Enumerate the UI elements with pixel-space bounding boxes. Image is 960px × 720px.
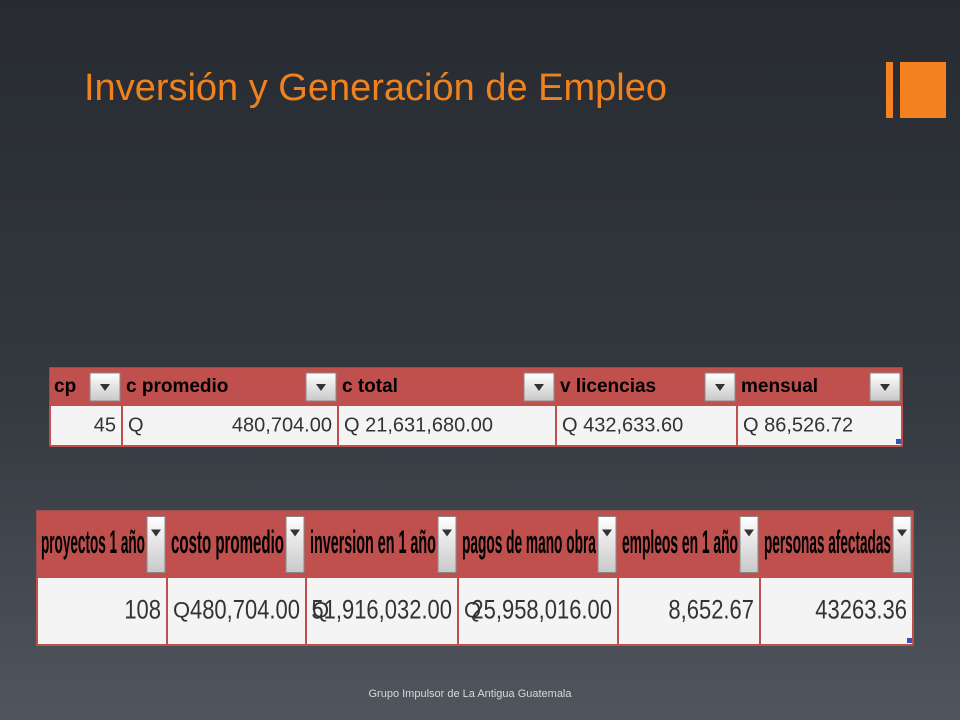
column-header: proyectos 1 año — [41, 524, 145, 561]
cell-value: 51,916,032.00 — [311, 596, 452, 625]
filter-button — [437, 516, 457, 573]
column-header: c promedio — [126, 376, 228, 397]
accent-block — [900, 62, 946, 118]
tables: cp c promedio c total v licencias mensual 45 Q… — [36, 367, 914, 646]
filter-button — [285, 516, 305, 573]
cell-value: 480,704.00 — [232, 414, 332, 436]
column-header: costo promedio — [171, 525, 284, 561]
filter-button — [305, 372, 337, 402]
cell-value: Q 86,526.72 — [743, 414, 853, 436]
column-header: c total — [342, 376, 398, 397]
cell-value: 45 — [94, 414, 116, 436]
column-header: mensual — [741, 376, 818, 397]
resize-handle — [907, 638, 912, 643]
filter-arrow — [897, 529, 907, 537]
currency-symbol: Q — [173, 597, 190, 622]
footer: Grupo Impulsor de La Antigua Guatemala — [368, 688, 572, 700]
accent-bar — [886, 62, 893, 118]
cell-value: 8,652.67 — [668, 596, 754, 625]
cell-value: 480,704.00 — [190, 596, 300, 625]
header-row — [37, 511, 913, 578]
filter-arrow — [534, 384, 544, 391]
table: proyectos 1 año costo promedio inversion e… — [36, 510, 914, 646]
filter-arrow — [715, 384, 725, 391]
slide-title: Inversión y Generación de Empleo — [84, 67, 667, 109]
currency-symbol: Q — [464, 597, 481, 622]
cell-value: 43263.36 — [815, 596, 907, 625]
filter-arrow — [744, 529, 754, 537]
column-header: personas afectadas — [764, 524, 891, 561]
currency-symbol: Q — [312, 597, 329, 622]
column-header: cp — [54, 376, 76, 397]
cell-value: Q 21,631,680.00 — [344, 414, 493, 436]
filter-arrow — [151, 529, 161, 537]
table: cp c promedio c total v licencias mensual 45 Q… — [49, 367, 903, 447]
column-header: pagos de mano obra — [462, 524, 597, 560]
filter-arrow — [880, 384, 890, 391]
table-border — [36, 510, 914, 646]
filter-arrow — [100, 384, 110, 391]
column-header: empleos en 1 año — [622, 524, 738, 560]
filter-button — [146, 516, 166, 573]
cell-value: 108 — [124, 596, 161, 625]
filter-button — [739, 516, 759, 573]
currency-symbol: Q — [128, 414, 144, 436]
filter-button — [597, 516, 617, 573]
header-row — [50, 368, 902, 406]
column-header: v licencias — [560, 376, 656, 397]
filter-arrow — [602, 529, 612, 537]
cell-value: 25,958,016.00 — [471, 596, 612, 625]
filter-arrow — [290, 529, 300, 537]
resize-handle — [896, 439, 901, 444]
data-row — [37, 578, 913, 645]
data-row — [50, 406, 902, 446]
table-border — [49, 367, 903, 447]
filter-button — [892, 516, 912, 573]
column-header: inversion en 1 año — [310, 525, 436, 561]
filter-arrow — [316, 384, 326, 391]
cell-value: Q 432,633.60 — [562, 414, 683, 436]
filter-arrow — [442, 529, 452, 537]
